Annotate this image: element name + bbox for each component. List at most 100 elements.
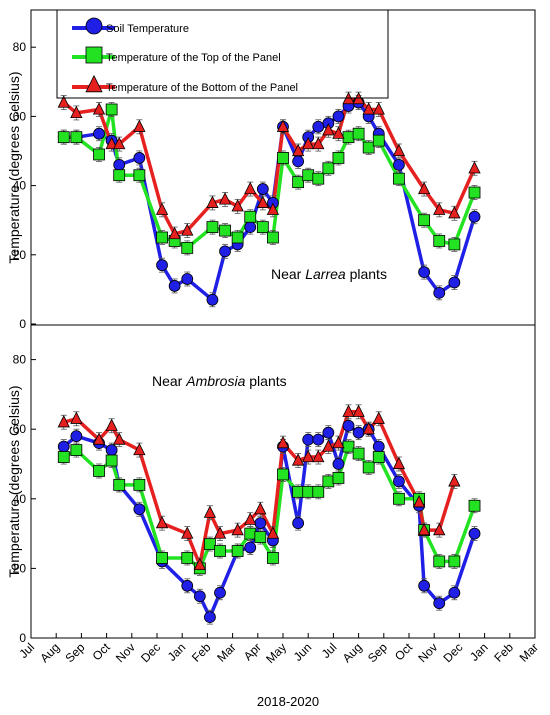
data-point bbox=[433, 235, 446, 247]
data-point bbox=[302, 433, 315, 446]
panel-top-larrea: 0 20 40 60 80 Temperature (degrees Celsius) Ne… bbox=[6, 9, 536, 331]
x-tick-label: Dec bbox=[441, 640, 466, 665]
y-tick-label: 80 bbox=[13, 40, 27, 54]
data-point bbox=[417, 522, 431, 536]
data-point bbox=[57, 451, 70, 463]
data-point bbox=[133, 169, 146, 182]
data-point bbox=[231, 199, 244, 212]
data-point bbox=[231, 231, 244, 244]
data-point bbox=[277, 468, 289, 481]
data-point bbox=[322, 426, 335, 439]
y-tick-label: 40 bbox=[13, 492, 27, 506]
data-point bbox=[267, 231, 279, 244]
data-point bbox=[256, 221, 269, 234]
data-point bbox=[372, 102, 385, 115]
x-tick-label: Jun bbox=[291, 640, 315, 664]
data-point bbox=[372, 440, 385, 453]
data-point bbox=[105, 136, 118, 150]
x-tick-label: Nov bbox=[415, 640, 440, 665]
data-point bbox=[133, 152, 146, 164]
data-point bbox=[302, 136, 315, 150]
data-point bbox=[256, 183, 269, 195]
data-point bbox=[204, 611, 216, 624]
data-point bbox=[292, 155, 305, 168]
data-point bbox=[433, 286, 446, 299]
data-point bbox=[70, 105, 83, 119]
data-point bbox=[70, 411, 83, 424]
data-point bbox=[70, 430, 83, 443]
data-point bbox=[276, 119, 290, 132]
x-tick-label: May bbox=[263, 640, 289, 666]
data-point bbox=[156, 259, 168, 272]
data-point bbox=[342, 440, 355, 453]
data-point bbox=[168, 226, 181, 240]
data-point bbox=[292, 176, 305, 189]
data-point bbox=[372, 134, 385, 147]
data-point bbox=[93, 127, 105, 140]
data-point bbox=[448, 238, 461, 251]
data-point bbox=[181, 526, 194, 539]
data-point bbox=[418, 579, 431, 592]
y-tick-label: 80 bbox=[13, 353, 27, 367]
x-tick-label: Aug bbox=[340, 640, 365, 665]
data-point bbox=[254, 517, 267, 530]
data-point bbox=[312, 485, 325, 498]
data-point bbox=[417, 181, 431, 195]
data-point bbox=[231, 545, 244, 557]
data-point bbox=[231, 522, 244, 536]
x-tick-label: Mar bbox=[214, 640, 239, 665]
data-point bbox=[113, 158, 126, 171]
data-point bbox=[433, 597, 446, 610]
data-point bbox=[412, 495, 426, 508]
data-point bbox=[133, 442, 146, 456]
legend-swatch-marker bbox=[85, 46, 103, 64]
data-point bbox=[206, 221, 219, 234]
data-point bbox=[362, 141, 375, 154]
data-point bbox=[418, 214, 431, 227]
data-point bbox=[332, 152, 345, 164]
data-point bbox=[393, 492, 405, 505]
data-point bbox=[181, 241, 194, 254]
data-point bbox=[57, 415, 70, 428]
data-point bbox=[448, 276, 461, 289]
data-point bbox=[105, 418, 118, 431]
data-point bbox=[256, 195, 269, 208]
data-point bbox=[292, 485, 305, 498]
data-point bbox=[312, 449, 325, 463]
data-point bbox=[433, 202, 446, 215]
data-point bbox=[312, 120, 325, 133]
data-point bbox=[181, 579, 194, 592]
data-point bbox=[155, 202, 169, 215]
data-point bbox=[342, 131, 355, 144]
data-point bbox=[244, 541, 257, 554]
x-tick-label: Feb bbox=[491, 640, 516, 665]
data-point bbox=[204, 538, 216, 550]
data-point bbox=[93, 465, 105, 477]
data-point bbox=[254, 502, 267, 515]
data-point bbox=[92, 432, 106, 445]
y-axis-label: Temperature (degrees Celsius) bbox=[6, 71, 22, 263]
x-tick-label: Jan bbox=[467, 640, 491, 664]
data-point bbox=[393, 172, 405, 185]
data-point bbox=[254, 531, 267, 543]
y-axis-label: Temperature (degrees Celsius) bbox=[6, 385, 22, 577]
data-point bbox=[291, 453, 305, 466]
data-point bbox=[468, 210, 481, 223]
data-point bbox=[266, 526, 280, 539]
data-point bbox=[332, 458, 345, 470]
data-point bbox=[372, 451, 385, 463]
data-point bbox=[155, 515, 169, 529]
data-point bbox=[362, 421, 375, 435]
data-point bbox=[312, 433, 325, 446]
data-point bbox=[213, 526, 227, 539]
data-point bbox=[332, 110, 345, 123]
data-point bbox=[392, 143, 406, 157]
data-point bbox=[93, 148, 105, 161]
data-point bbox=[277, 152, 289, 164]
data-point bbox=[57, 131, 70, 144]
data-point bbox=[113, 169, 126, 182]
panel-annotation: Near Larrea plants bbox=[271, 266, 387, 282]
legend-swatch-marker bbox=[85, 17, 103, 35]
data-point bbox=[133, 478, 146, 491]
data-point bbox=[448, 586, 461, 599]
